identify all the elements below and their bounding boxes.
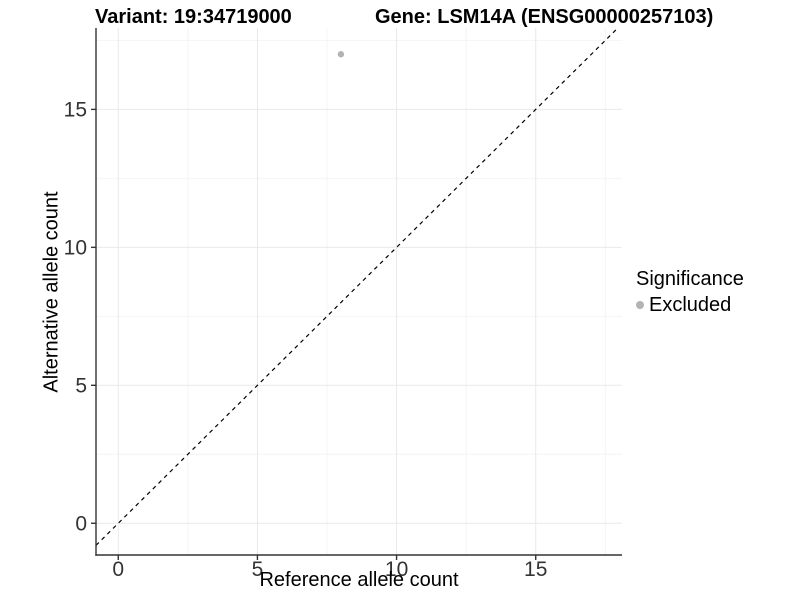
y-tick-label: 5 <box>75 374 87 397</box>
x-tick-label: 0 <box>112 558 124 581</box>
y-tick-label: 15 <box>64 98 87 121</box>
variant-title: Variant: 19:34719000 <box>95 6 292 28</box>
legend-point-icon <box>636 301 644 309</box>
y-axis-title: Alternative allele count <box>40 191 63 393</box>
identity-line <box>95 27 619 546</box>
x-tick-label: 5 <box>252 558 264 581</box>
x-tick-label: 15 <box>524 558 547 581</box>
x-tick-label: 10 <box>385 558 408 581</box>
legend-title: Significance <box>636 268 744 290</box>
y-tick-label: 10 <box>64 236 87 259</box>
data-point <box>337 51 345 58</box>
legend: Significance Excluded <box>636 268 744 316</box>
legend-item: Excluded <box>636 294 744 316</box>
y-tick-label: 0 <box>75 512 87 535</box>
gene-title: Gene: LSM14A (ENSG00000257103) <box>375 6 714 28</box>
legend-items: Excluded <box>636 294 744 316</box>
x-axis-title: Reference allele count <box>259 569 459 591</box>
legend-item-label: Excluded <box>649 294 732 316</box>
